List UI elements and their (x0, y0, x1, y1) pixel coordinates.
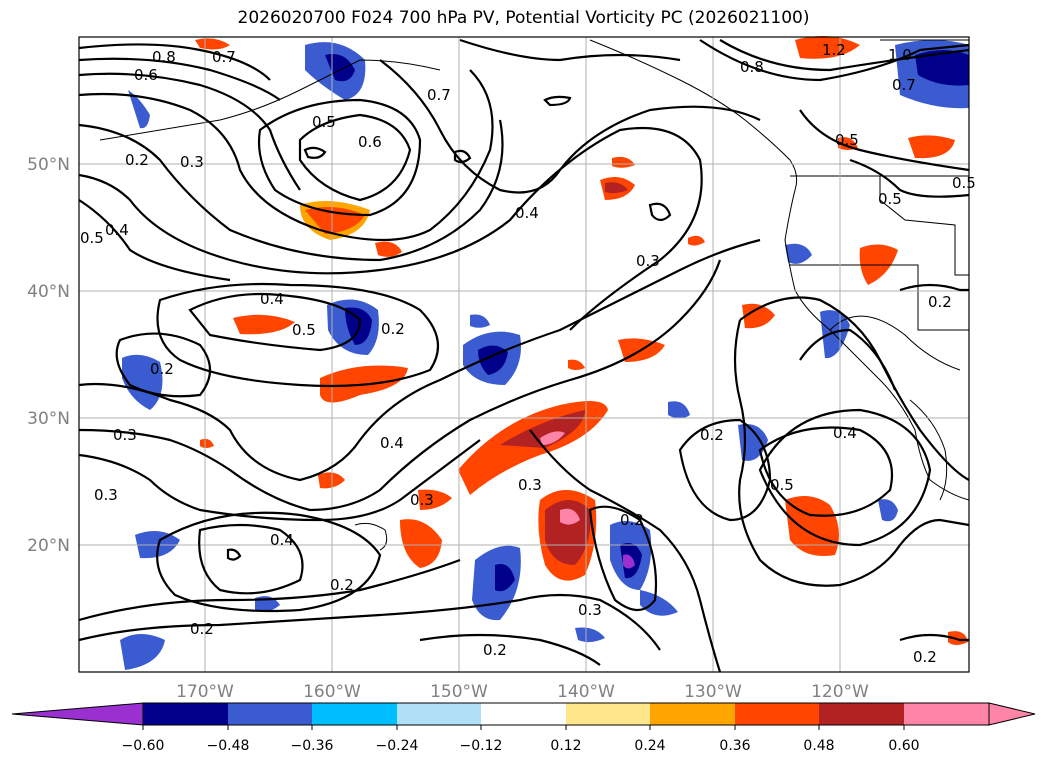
colorbar-segment (228, 703, 312, 725)
pv-contours (78, 38, 970, 673)
colorbar-tick-label: 0.24 (634, 738, 665, 754)
contour-label: 0.7 (212, 48, 236, 66)
contour-label: 0.4 (515, 204, 539, 222)
lon-label: 130°W (684, 682, 742, 702)
contour-label: 0.4 (380, 434, 404, 452)
colorbar-segment (566, 703, 650, 725)
colorbar-segment (904, 703, 989, 725)
contour-label: 0.8 (152, 48, 176, 66)
contour-label: 1.0 (888, 46, 912, 64)
colorbar-tick-label: −0.48 (207, 738, 250, 754)
colorbar-tick-label: −0.24 (376, 738, 419, 754)
lat-label: 20°N (27, 536, 70, 556)
contour-label: 0.5 (292, 321, 316, 339)
lon-label: 170°W (176, 682, 234, 702)
colorbar-segment (312, 703, 397, 725)
colorbar-tick-label: −0.12 (460, 738, 503, 754)
contour-label: 0.3 (410, 491, 434, 509)
contour-label: 0.2 (150, 360, 174, 378)
contour-label: 0.2 (190, 620, 214, 638)
lat-label: 30°N (27, 409, 70, 429)
colorbar-segment (481, 703, 566, 725)
contour-label: 0.4 (833, 424, 857, 442)
contour-label: 0.5 (952, 174, 976, 192)
contour-label: 0.2 (700, 426, 724, 444)
colorbar-segment (735, 703, 819, 725)
lat-label: 40°N (27, 282, 70, 302)
colorbar-tick-label: −0.60 (122, 738, 165, 754)
contour-label: 0.5 (878, 190, 902, 208)
colorbar-segment (819, 703, 904, 725)
contour-label: 0.5 (835, 131, 859, 149)
lon-label: 140°W (557, 682, 615, 702)
colorbar-segment (143, 703, 228, 725)
contour-label: 0.2 (913, 648, 937, 666)
map-title: 2026020700 F024 700 hPa PV, Potential Vo… (237, 8, 810, 28)
contour-label: 0.3 (578, 601, 602, 619)
contour-label: 0.4 (105, 221, 129, 239)
colorbar-tick-label: 0.36 (719, 738, 750, 754)
colorbar-tick-label: 0.48 (803, 738, 834, 754)
contour-label: 0.2 (330, 576, 354, 594)
longitude-labels: 170°W 160°W 150°W 140°W 130°W 120°W (176, 682, 869, 702)
contour-label: 0.4 (270, 531, 294, 549)
contour-label: 0.2 (125, 151, 149, 169)
contour-label: 0.2 (381, 320, 405, 338)
contour-label: 0.2 (928, 293, 952, 311)
lon-label: 150°W (430, 682, 488, 702)
colorbar-segment (397, 703, 481, 725)
contour-label: 0.2 (483, 641, 507, 659)
contour-label: 0.5 (770, 476, 794, 494)
colorbar-extend-high (988, 702, 1036, 726)
colorbar: −0.60 −0.48 −0.36 −0.24 −0.12 0.12 0.24 … (11, 702, 1036, 754)
colorbar-segment (650, 703, 735, 725)
map-frame (78, 36, 970, 673)
colorbar-tick-label: 0.12 (550, 738, 581, 754)
contour-label: 0.2 (620, 511, 644, 529)
contour-labels: 0.8 0.7 0.6 0.5 0.6 0.7 0.8 1.2 1.0 0.7 … (80, 41, 976, 666)
contour-label: 0.3 (94, 486, 118, 504)
colorbar-tick-label: 0.60 (888, 738, 919, 754)
lon-label: 160°W (303, 682, 361, 702)
contour-label: 0.8 (740, 58, 764, 76)
lon-label: 120°W (811, 682, 869, 702)
contour-label: 0.5 (80, 229, 104, 247)
lat-label: 50°N (27, 155, 70, 175)
contour-label: 0.4 (260, 290, 284, 308)
contour-label: 0.7 (427, 86, 451, 104)
contour-label: 0.3 (636, 252, 660, 270)
colorbar-extend-low (11, 702, 144, 726)
contour-label: 0.3 (518, 476, 542, 494)
contour-label: 0.7 (892, 76, 916, 94)
contour-label: 0.3 (180, 153, 204, 171)
colorbar-tick-label: −0.36 (291, 738, 334, 754)
contour-label: 1.2 (822, 41, 846, 59)
contour-label: 0.5 (312, 113, 336, 131)
contour-label: 0.6 (134, 66, 158, 84)
contour-label: 0.3 (113, 426, 137, 444)
latitude-labels: 50°N 40°N 30°N 20°N (27, 155, 70, 556)
contour-label: 0.6 (358, 133, 382, 151)
